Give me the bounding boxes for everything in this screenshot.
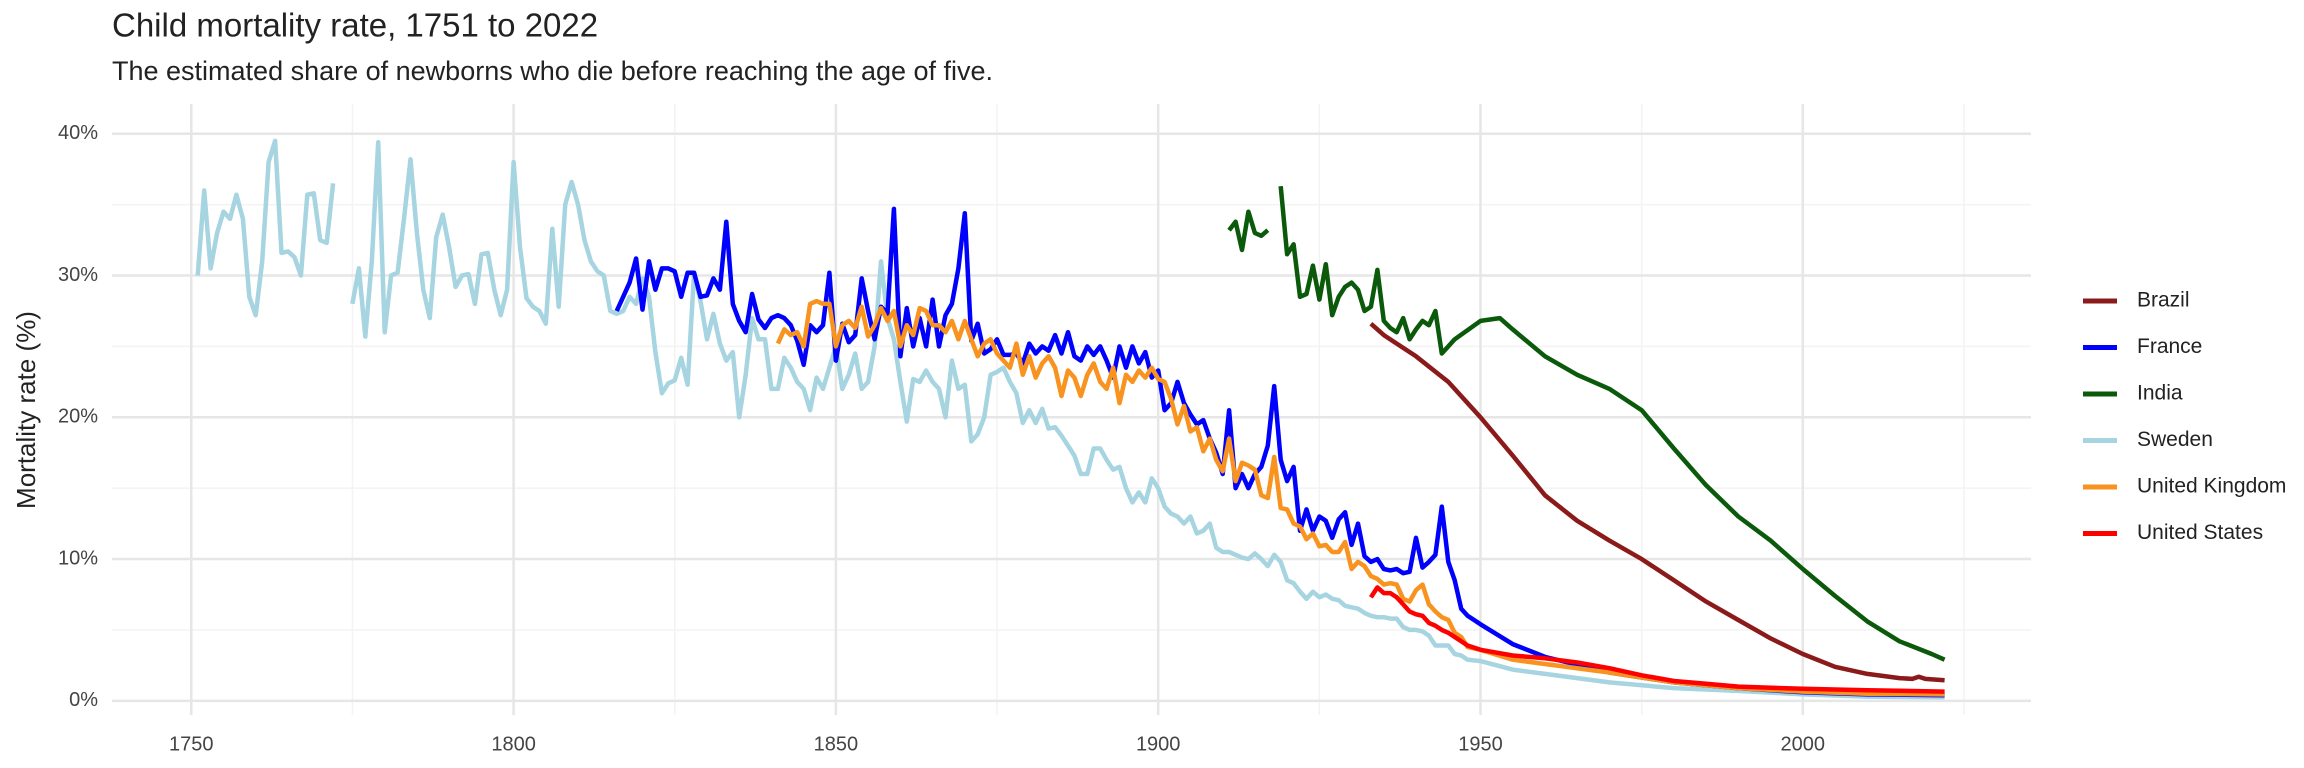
x-tick-label: 1750: [169, 733, 214, 755]
legend-label: India: [2137, 382, 2183, 405]
legend-label: United States: [2137, 521, 2263, 544]
y-tick-label: 20%: [58, 406, 98, 428]
series-line: [775, 298, 1945, 697]
x-tick-label: 1800: [491, 733, 536, 755]
x-tick-label: 1950: [1458, 733, 1503, 755]
x-tick-label: 1850: [814, 733, 859, 755]
x-tick-label: 1900: [1136, 733, 1181, 755]
grid: 0% 10% 20% 30% 40% 1750 1800 1850 1900 1950 2000: [58, 104, 2031, 755]
y-tick-label: 30%: [58, 264, 98, 286]
legend-label: Sweden: [2137, 428, 2213, 451]
legend: Brazil France India Sweden United Kingdom Uni…: [2083, 289, 2286, 544]
chart-subtitle: The estimated share of newborns who die …: [112, 56, 993, 86]
plot-lines: [195, 138, 1946, 700]
legend-label: United Kingdom: [2137, 475, 2286, 498]
chart-title: Child mortality rate, 1751 to 2022: [112, 7, 598, 44]
series-line: [1227, 185, 1946, 662]
legend-label: France: [2137, 335, 2202, 358]
series-line: [614, 206, 1945, 698]
y-axis-label: Mortality rate (%): [11, 311, 41, 509]
series-line: [1369, 585, 1945, 694]
y-tick-label: 0%: [69, 689, 98, 711]
series-line: [1369, 322, 1945, 683]
legend-label: Brazil: [2137, 289, 2190, 312]
x-tick-label: 2000: [1781, 733, 1826, 755]
series-line: [195, 138, 1945, 700]
y-tick-label: 10%: [58, 547, 98, 569]
y-tick-label: 40%: [58, 122, 98, 144]
